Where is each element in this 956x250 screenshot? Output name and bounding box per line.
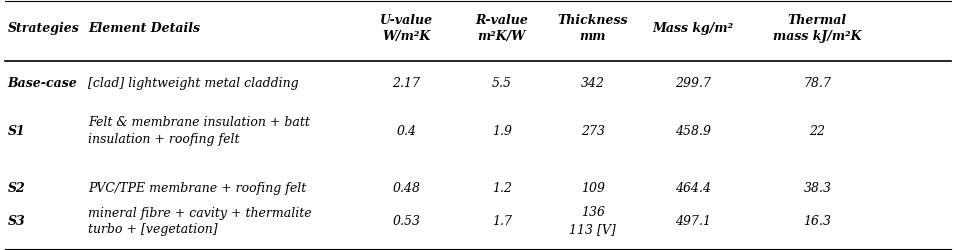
Text: 2.17: 2.17 bbox=[392, 77, 421, 90]
Text: 1.9: 1.9 bbox=[492, 125, 511, 138]
Text: U-value
W/m²K: U-value W/m²K bbox=[380, 14, 433, 43]
Text: 78.7: 78.7 bbox=[803, 77, 832, 90]
Text: 38.3: 38.3 bbox=[803, 182, 832, 195]
Text: R-value
m²K/W: R-value m²K/W bbox=[475, 14, 529, 43]
Text: S3: S3 bbox=[8, 215, 26, 228]
Text: S2: S2 bbox=[8, 182, 26, 195]
Text: Thickness
mm: Thickness mm bbox=[557, 14, 628, 43]
Text: 5.5: 5.5 bbox=[492, 77, 511, 90]
Text: Mass kg/m²: Mass kg/m² bbox=[653, 22, 733, 35]
Text: PVC/TPE membrane + roofing felt: PVC/TPE membrane + roofing felt bbox=[88, 182, 306, 195]
Text: 273: 273 bbox=[580, 125, 605, 138]
Text: 16.3: 16.3 bbox=[803, 215, 832, 228]
Text: Strategies: Strategies bbox=[8, 22, 79, 35]
Text: 1.2: 1.2 bbox=[492, 182, 511, 195]
Text: 342: 342 bbox=[580, 77, 605, 90]
Text: Thermal
mass kJ/m²K: Thermal mass kJ/m²K bbox=[773, 14, 861, 43]
Text: 0.48: 0.48 bbox=[392, 182, 421, 195]
Text: 0.53: 0.53 bbox=[392, 215, 421, 228]
Text: 299.7: 299.7 bbox=[675, 77, 711, 90]
Text: 458.9: 458.9 bbox=[675, 125, 711, 138]
Text: 497.1: 497.1 bbox=[675, 215, 711, 228]
Text: 0.4: 0.4 bbox=[397, 125, 416, 138]
Text: 22: 22 bbox=[810, 125, 825, 138]
Text: [clad] lightweight metal cladding: [clad] lightweight metal cladding bbox=[88, 77, 298, 90]
Text: S1: S1 bbox=[8, 125, 26, 138]
Text: mineral fibre + cavity + thermalite
turbo + [vegetation]: mineral fibre + cavity + thermalite turb… bbox=[88, 206, 312, 236]
Text: Element Details: Element Details bbox=[88, 22, 200, 35]
Text: 109: 109 bbox=[580, 182, 605, 195]
Text: 1.7: 1.7 bbox=[492, 215, 511, 228]
Text: Base-case: Base-case bbox=[8, 77, 77, 90]
Text: 464.4: 464.4 bbox=[675, 182, 711, 195]
Text: 136
113 [V]: 136 113 [V] bbox=[570, 206, 616, 236]
Text: Felt & membrane insulation + batt
insulation + roofing felt: Felt & membrane insulation + batt insula… bbox=[88, 116, 310, 146]
